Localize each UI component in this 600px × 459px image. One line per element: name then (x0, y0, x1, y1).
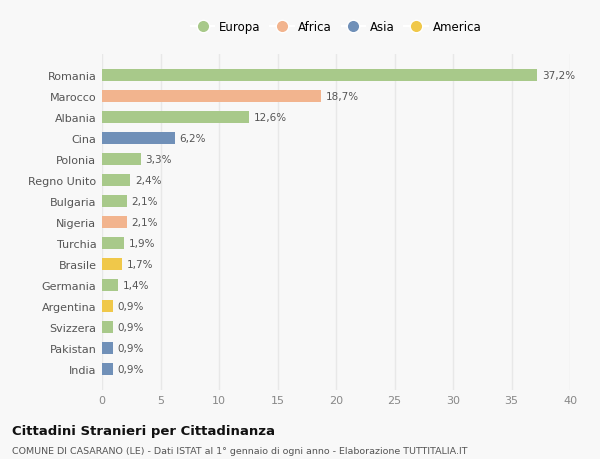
Text: 1,4%: 1,4% (123, 280, 149, 291)
Bar (102, 342, 113, 354)
Text: Cittadini Stranieri per Cittadinanza: Cittadini Stranieri per Cittadinanza (12, 424, 275, 437)
Text: 1,7%: 1,7% (127, 259, 153, 269)
Text: 0,9%: 0,9% (117, 322, 143, 332)
Text: 0,9%: 0,9% (117, 364, 143, 374)
Text: 6,2%: 6,2% (179, 134, 206, 144)
Bar (102, 238, 124, 249)
Bar (102, 70, 537, 82)
Text: 37,2%: 37,2% (542, 71, 575, 81)
Text: 2,1%: 2,1% (131, 197, 158, 207)
Text: 2,1%: 2,1% (131, 218, 158, 228)
Bar (102, 196, 127, 207)
Legend: Europa, Africa, Asia, America: Europa, Africa, Asia, America (187, 17, 485, 38)
Text: 0,9%: 0,9% (117, 302, 143, 311)
Bar (102, 175, 130, 186)
Bar (102, 364, 113, 375)
Bar (102, 154, 140, 166)
Bar (102, 301, 113, 312)
Bar (102, 259, 122, 270)
Text: 3,3%: 3,3% (145, 155, 172, 165)
Bar (102, 322, 113, 333)
Bar (102, 112, 250, 123)
Bar (102, 133, 175, 145)
Text: 2,4%: 2,4% (135, 176, 161, 186)
Bar (102, 217, 127, 229)
Text: 0,9%: 0,9% (117, 343, 143, 353)
Text: 12,6%: 12,6% (254, 113, 287, 123)
Text: COMUNE DI CASARANO (LE) - Dati ISTAT al 1° gennaio di ogni anno - Elaborazione T: COMUNE DI CASARANO (LE) - Dati ISTAT al … (12, 447, 467, 455)
Text: 1,9%: 1,9% (129, 239, 155, 248)
Bar (102, 280, 118, 291)
Text: 18,7%: 18,7% (325, 92, 359, 102)
Bar (102, 91, 321, 103)
